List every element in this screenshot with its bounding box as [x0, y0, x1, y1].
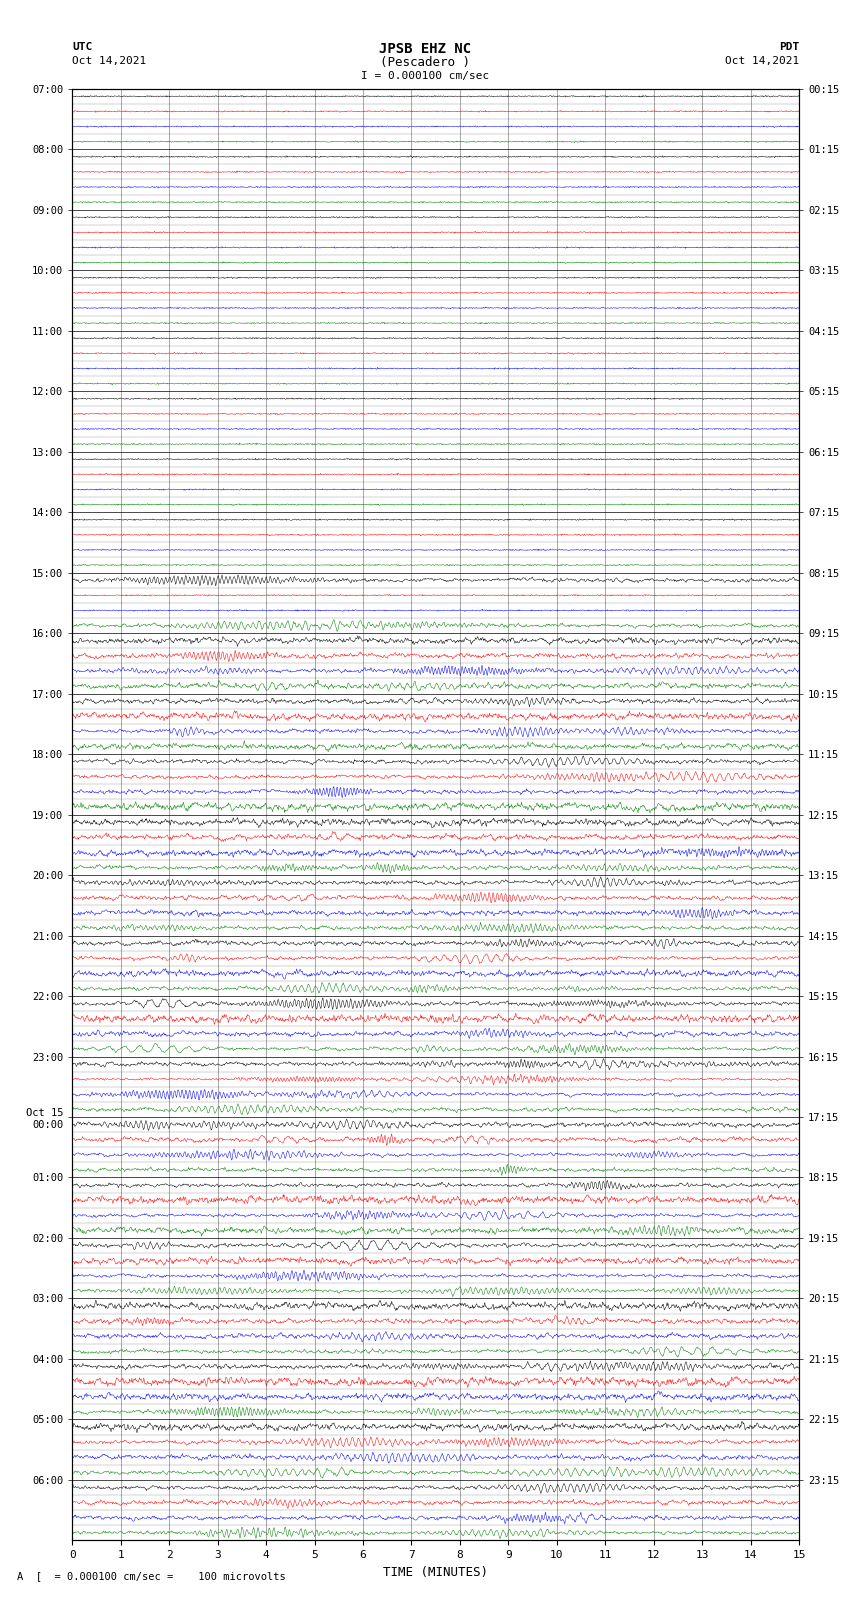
- Text: I = 0.000100 cm/sec: I = 0.000100 cm/sec: [361, 71, 489, 81]
- Text: JPSB EHZ NC: JPSB EHZ NC: [379, 42, 471, 56]
- Text: Oct 14,2021: Oct 14,2021: [72, 56, 146, 66]
- Text: UTC: UTC: [72, 42, 93, 52]
- Text: PDT: PDT: [779, 42, 799, 52]
- Text: Oct 14,2021: Oct 14,2021: [725, 56, 799, 66]
- Text: A  [  = 0.000100 cm/sec =    100 microvolts: A [ = 0.000100 cm/sec = 100 microvolts: [17, 1571, 286, 1581]
- X-axis label: TIME (MINUTES): TIME (MINUTES): [383, 1566, 488, 1579]
- Text: (Pescadero ): (Pescadero ): [380, 56, 470, 69]
